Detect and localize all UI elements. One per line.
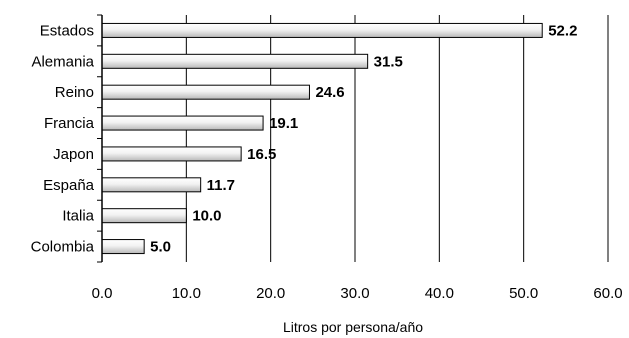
bar-4 bbox=[101, 146, 242, 162]
gridlines bbox=[185, 15, 609, 262]
labels: Estados 52.2 Alemania 31.5 Reino 24.6 Francia 1… bbox=[31, 22, 623, 302]
bar-6 bbox=[101, 208, 187, 224]
data-label-3: 19.1 bbox=[269, 115, 298, 132]
x-tick-label-2: 20.0 bbox=[256, 285, 285, 302]
bar-7 bbox=[101, 239, 145, 255]
data-label-7: 5.0 bbox=[150, 239, 171, 256]
bar-1 bbox=[101, 53, 369, 69]
x-tick-label-0: 0.0 bbox=[92, 285, 113, 302]
axes bbox=[97, 14, 103, 263]
category-label-7: Colombia bbox=[31, 239, 95, 256]
data-label-1: 31.5 bbox=[374, 53, 403, 70]
x-tick-label-3: 30.0 bbox=[340, 285, 369, 302]
bar-0 bbox=[101, 22, 543, 38]
data-label-0: 52.2 bbox=[548, 22, 577, 39]
category-label-0: Estados bbox=[40, 22, 94, 39]
x-axis-label: Litros por persona/año bbox=[283, 319, 423, 335]
data-label-6: 10.0 bbox=[192, 208, 221, 225]
category-label-6: Italia bbox=[62, 208, 94, 225]
data-label-5: 11.7 bbox=[207, 177, 235, 194]
bar-3 bbox=[101, 115, 264, 131]
data-label-4: 16.5 bbox=[247, 146, 276, 163]
category-label-5: España bbox=[43, 177, 95, 194]
category-label-1: Alemania bbox=[31, 53, 94, 70]
bars bbox=[101, 22, 543, 255]
x-tick-label-4: 40.0 bbox=[425, 285, 454, 302]
bar-5 bbox=[101, 177, 202, 193]
category-label-3: Francia bbox=[44, 115, 95, 132]
category-label-2: Reino bbox=[55, 84, 94, 101]
x-tick-label-1: 10.0 bbox=[172, 285, 201, 302]
data-label-2: 24.6 bbox=[315, 84, 344, 101]
x-tick-label-5: 50.0 bbox=[509, 285, 538, 302]
x-tick-label-6: 60.0 bbox=[593, 285, 622, 302]
category-label-4: Japon bbox=[53, 146, 94, 163]
bar-2 bbox=[101, 84, 310, 100]
